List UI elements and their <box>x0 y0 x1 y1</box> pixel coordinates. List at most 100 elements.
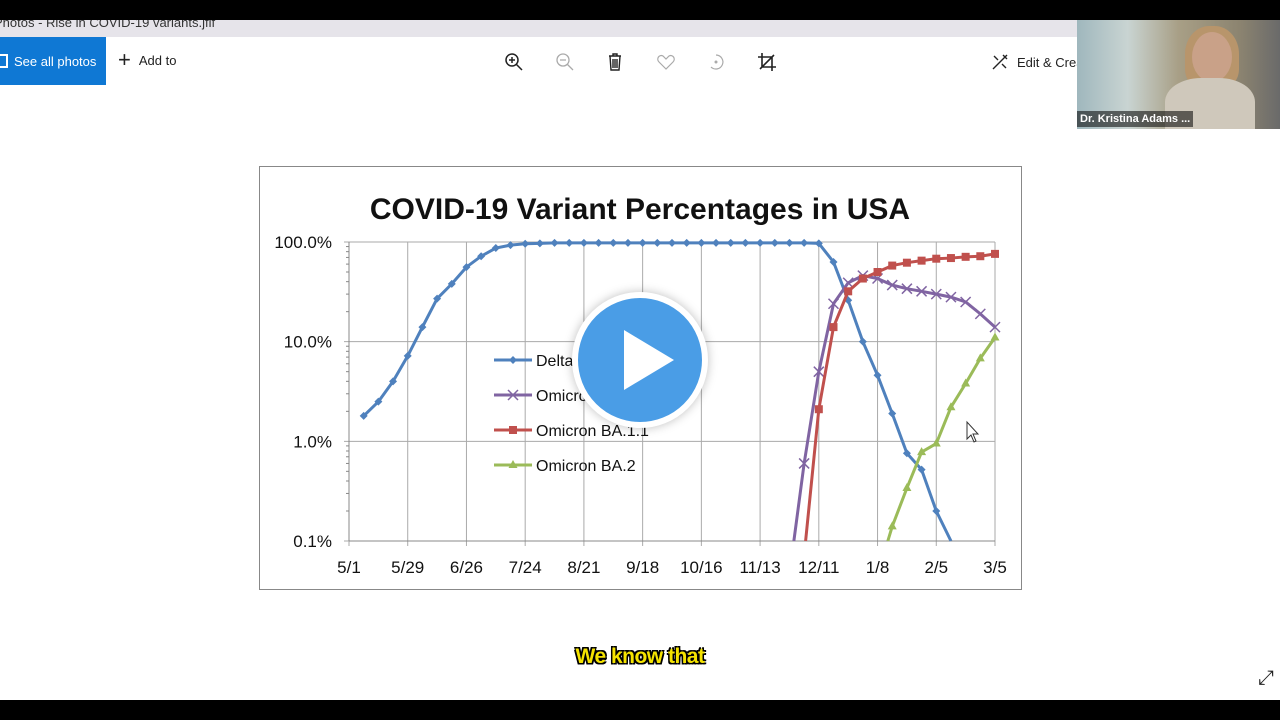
data-point-x <box>989 321 1001 333</box>
add-to-button[interactable]: + Add to <box>118 47 177 72</box>
legend-item: Omicron BA.2 <box>494 458 636 475</box>
speaker-name: Dr. Kristina Adams ... <box>1077 111 1194 127</box>
x-tick-label: 12/11 <box>798 558 839 577</box>
data-point-triangle <box>508 460 518 468</box>
speaker-face <box>1192 32 1232 82</box>
data-point-diamond <box>682 238 691 247</box>
x-tick-label: 9/18 <box>626 558 659 577</box>
x-tick-label: 1/8 <box>866 558 890 577</box>
data-point-diamond <box>917 465 926 474</box>
data-point-diamond <box>829 257 838 266</box>
data-point-square <box>888 261 897 270</box>
x-tick-label: 6/26 <box>450 558 483 577</box>
data-point-x <box>842 277 854 289</box>
data-point-triangle <box>887 521 897 530</box>
favorite-icon[interactable] <box>656 52 676 72</box>
data-point-square <box>991 249 999 258</box>
webcam-video-tile: Dr. Kristina Adams ... <box>1077 20 1280 129</box>
data-point-diamond <box>491 244 500 253</box>
play-button[interactable] <box>572 292 708 428</box>
mouse-cursor-icon <box>966 420 980 443</box>
x-tick-label: 10/16 <box>680 558 723 577</box>
video-letterbox-top <box>0 0 1280 20</box>
data-point-square <box>509 426 517 434</box>
data-point-diamond <box>506 241 515 250</box>
data-point-diamond <box>447 279 456 288</box>
data-point-x <box>974 308 986 320</box>
rotate-icon[interactable] <box>706 52 726 72</box>
data-point-square <box>961 252 970 261</box>
series-omicron-ba-1-1 <box>804 249 999 542</box>
data-point-diamond <box>389 377 398 386</box>
see-all-photos-label: See all photos <box>14 53 97 69</box>
data-point-x <box>813 366 825 378</box>
data-point-diamond <box>477 252 486 261</box>
series-line <box>886 336 997 542</box>
video-letterbox-bottom <box>0 700 1280 720</box>
series-line <box>792 274 997 542</box>
data-point-diamond <box>814 239 823 248</box>
data-point-x <box>930 288 942 300</box>
see-all-photos-button[interactable]: See all photos <box>0 37 106 85</box>
window-title-bar: Photos - Rise in COVID-19 variants.jfif <box>0 20 1280 37</box>
y-tick-label: 10.0% <box>284 333 332 352</box>
data-point-triangle <box>975 353 985 362</box>
zoom-out-icon[interactable] <box>555 52 575 72</box>
zoom-in-icon[interactable] <box>504 52 524 72</box>
data-point-square <box>917 256 926 265</box>
data-point-diamond <box>932 506 941 515</box>
y-tick-label: 0.1% <box>293 532 332 551</box>
data-point-diamond <box>756 238 765 247</box>
data-point-diamond <box>403 351 412 360</box>
data-point-x <box>798 457 810 469</box>
data-point-square <box>946 254 955 263</box>
x-tick-label: 2/5 <box>924 558 948 577</box>
variant-chart: COVID-19 Variant Percentages in USA 5/1 5/… <box>274 193 1006 577</box>
data-point-square <box>932 254 941 263</box>
data-point-square <box>844 287 853 296</box>
edit-create-button[interactable]: Edit & Crea <box>991 53 1083 71</box>
data-point-x <box>507 389 519 401</box>
data-point-x <box>945 291 957 303</box>
x-tick-label: 8/21 <box>567 558 600 577</box>
data-point-diamond <box>653 238 662 247</box>
data-point-diamond <box>785 238 794 247</box>
play-icon <box>624 330 674 390</box>
data-point-x <box>901 283 913 295</box>
data-point-x <box>827 298 840 310</box>
chart-title: COVID-19 Variant Percentages in USA <box>370 193 910 226</box>
data-point-square <box>873 268 882 277</box>
fullscreen-expand-icon[interactable]: ⤢ <box>1258 667 1274 689</box>
data-point-square <box>976 252 985 261</box>
data-point-diamond <box>509 356 517 364</box>
series-omicron-ba-1 <box>792 270 1001 542</box>
data-point-diamond <box>902 449 911 458</box>
data-point-triangle <box>946 402 956 411</box>
x-tick-label: 11/13 <box>739 558 780 577</box>
data-point-x <box>960 296 972 308</box>
video-subtitle: We know that <box>575 645 705 668</box>
data-point-diamond <box>668 238 676 247</box>
add-to-label: Add to <box>138 52 177 68</box>
data-point-x <box>886 279 898 291</box>
delete-icon[interactable] <box>605 52 625 72</box>
photos-icon <box>0 54 8 68</box>
data-point-x <box>916 285 928 297</box>
data-point-diamond <box>741 238 750 247</box>
data-point-square <box>814 405 823 414</box>
data-point-diamond <box>726 238 735 247</box>
series-omicron-ba-2 <box>886 332 1000 542</box>
data-point-diamond <box>535 239 544 248</box>
crop-icon[interactable] <box>757 52 777 72</box>
data-point-diamond <box>858 337 867 346</box>
data-point-diamond <box>623 238 632 247</box>
data-point-diamond <box>888 409 897 418</box>
legend-label: Omicron BA.2 <box>536 458 636 475</box>
data-point-triangle <box>902 483 912 492</box>
legend-label: Delta <box>536 353 573 370</box>
data-point-diamond <box>418 323 427 332</box>
series-line <box>804 252 996 542</box>
plus-icon: + <box>118 47 131 72</box>
data-point-diamond <box>638 238 647 247</box>
data-point-triangle <box>917 447 927 456</box>
